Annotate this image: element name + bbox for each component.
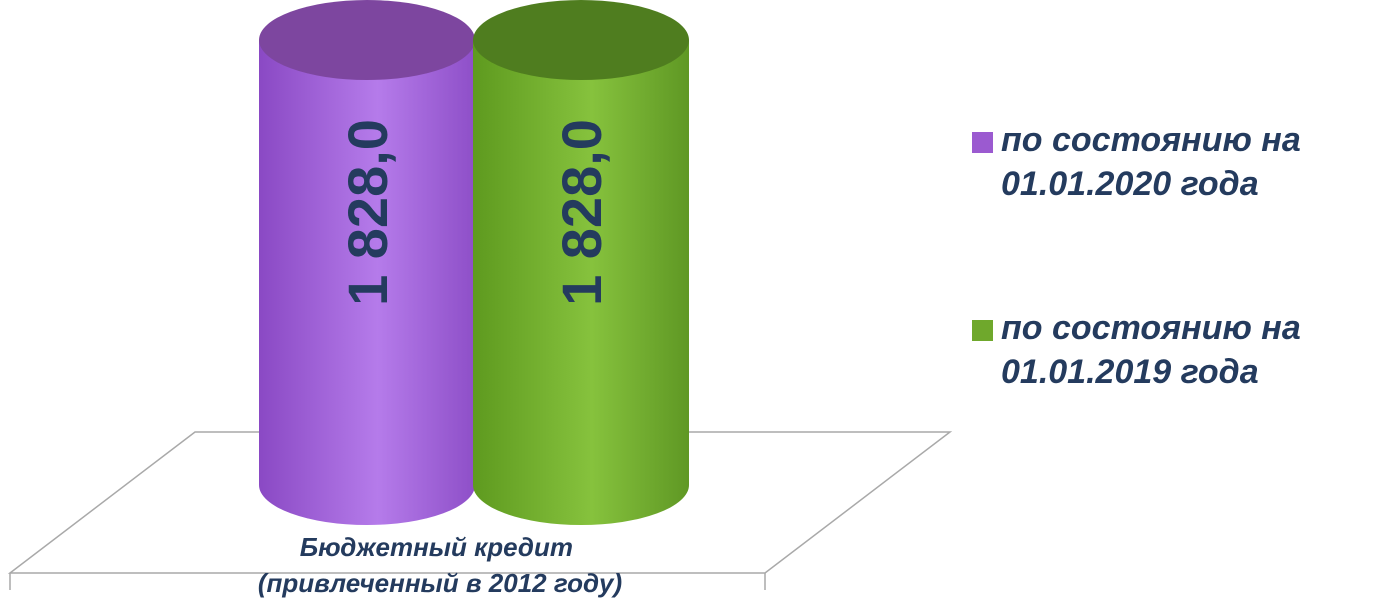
bar-1-body xyxy=(259,40,475,525)
bar-1-top xyxy=(259,0,475,80)
category-label-line-2: (привлеченный в 2012 году) xyxy=(258,568,622,598)
category-label: Бюджетный кредит (привлеченный в 2012 го… xyxy=(258,532,622,598)
bar-2-value-label: 1 828,0 xyxy=(550,119,613,306)
legend-swatch-2019 xyxy=(972,320,993,341)
legend-item-2020: по состоянию на 01.01.2020 года xyxy=(972,118,1301,206)
legend-swatch-2020 xyxy=(972,132,993,153)
bar-1-value-label: 1 828,0 xyxy=(336,119,399,306)
category-label-line-1: Бюджетный кредит xyxy=(300,532,573,562)
value-labels-layer: 1 828,0 1 828,0 xyxy=(336,119,613,306)
legend-label-2019: по состоянию на 01.01.2019 года xyxy=(1001,309,1301,391)
bar-2-top xyxy=(473,0,689,80)
bar-2-body xyxy=(473,40,689,525)
legend-item-2019: по состоянию на 01.01.2019 года xyxy=(972,306,1301,394)
bar-1 xyxy=(259,0,475,525)
bar-2 xyxy=(473,0,689,525)
chart-floor xyxy=(7,431,953,590)
legend-label-2020: по состоянию на 01.01.2020 года xyxy=(1001,121,1301,203)
bars-layer xyxy=(259,0,689,525)
